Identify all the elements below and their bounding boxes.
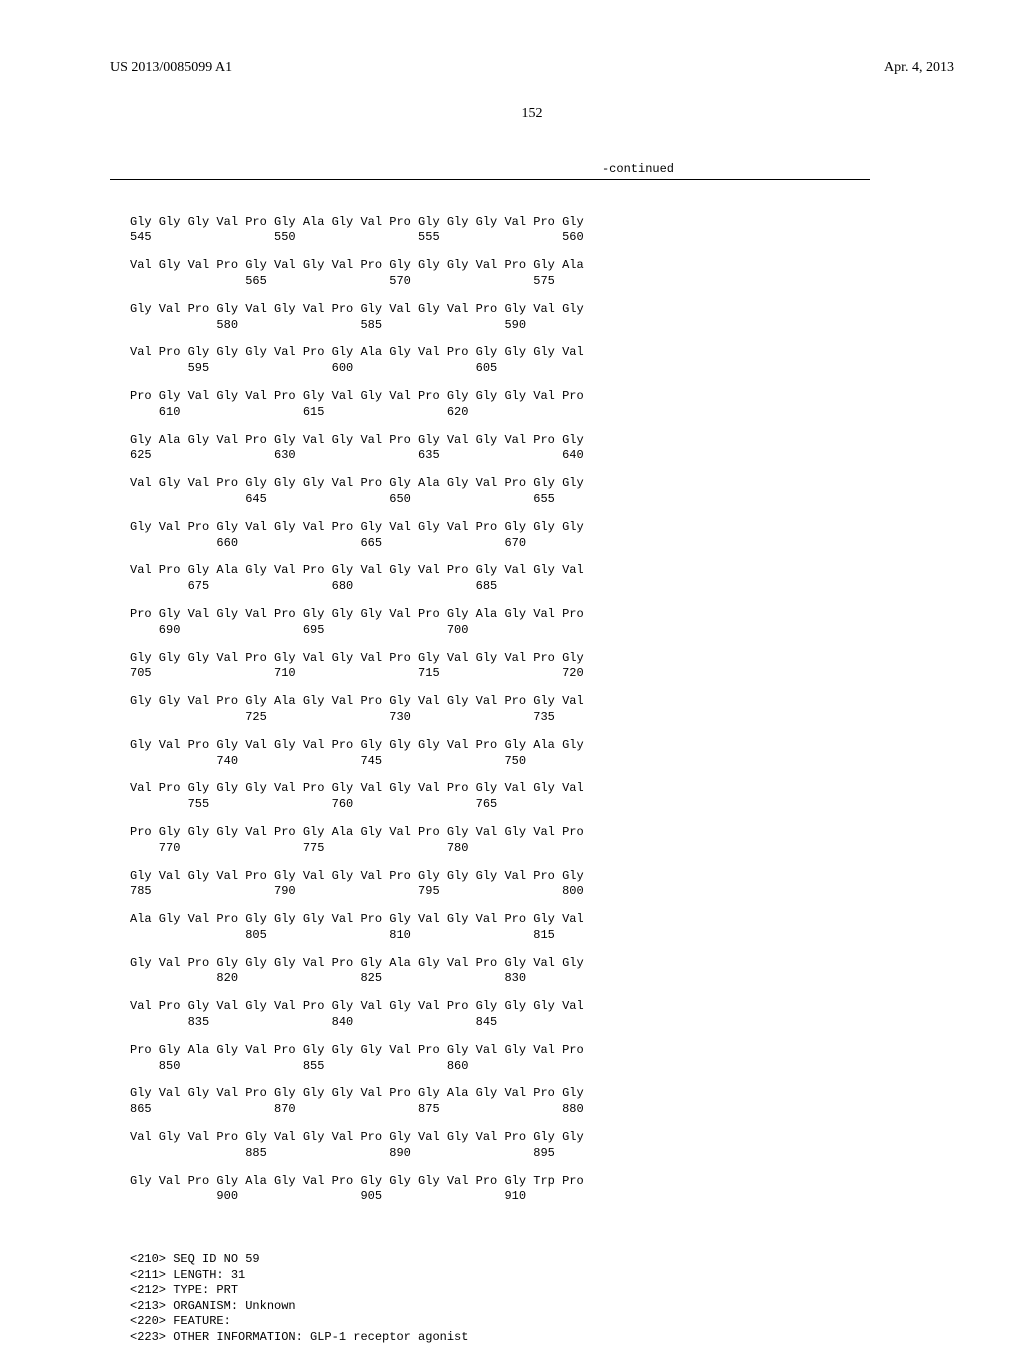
metadata-other-info: <223> OTHER INFORMATION: GLP-1 receptor … [130, 1330, 954, 1346]
sequence-pair: Val Pro Gly Ala Gly Val Pro Gly Val Gly … [130, 564, 954, 594]
amino-acid-row: Pro Gly Ala Gly Val Pro Gly Gly Gly Val … [130, 1044, 954, 1058]
position-number-row: 850 855 860 [130, 1060, 954, 1074]
amino-acid-row: Gly Val Pro Gly Val Gly Val Pro Gly Val … [130, 521, 954, 535]
sequence-pair: Val Gly Val Pro Gly Gly Gly Val Pro Gly … [130, 477, 954, 507]
position-number-row: 545 550 555 560 [130, 231, 954, 245]
sequence-pair: Pro Gly Val Gly Val Pro Gly Gly Gly Val … [130, 608, 954, 638]
sequence-pair: Gly Val Gly Val Pro Gly Val Gly Val Pro … [130, 870, 954, 900]
sequence-pair: Gly Gly Val Pro Gly Ala Gly Val Pro Gly … [130, 695, 954, 725]
sequence-pair: Gly Gly Gly Val Pro Gly Val Gly Val Pro … [130, 652, 954, 682]
position-number-row: 625 630 635 640 [130, 449, 954, 463]
position-number-row: 580 585 590 [130, 319, 954, 333]
amino-acid-row: Gly Val Pro Gly Val Gly Val Pro Gly Gly … [130, 739, 954, 753]
amino-acid-row: Pro Gly Gly Gly Val Pro Gly Ala Gly Val … [130, 826, 954, 840]
position-number-row: 595 600 605 [130, 362, 954, 376]
amino-acid-row: Pro Gly Val Gly Val Pro Gly Gly Gly Val … [130, 608, 954, 622]
sequence-pair: Val Gly Val Pro Gly Val Gly Val Pro Gly … [130, 1131, 954, 1161]
sequence-pair: Gly Val Pro Gly Gly Gly Val Pro Gly Ala … [130, 957, 954, 987]
sequence-metadata: <210> SEQ ID NO 59 <211> LENGTH: 31 <212… [110, 1252, 954, 1346]
position-number-row: 610 615 620 [130, 406, 954, 420]
divider-line [110, 179, 870, 180]
metadata-length: <211> LENGTH: 31 [130, 1268, 954, 1284]
amino-acid-row: Gly Gly Val Pro Gly Ala Gly Val Pro Gly … [130, 695, 954, 709]
amino-acid-row: Gly Val Gly Val Pro Gly Gly Gly Val Pro … [130, 1087, 954, 1101]
sequence-pair: Gly Val Pro Gly Val Gly Val Pro Gly Val … [130, 521, 954, 551]
sequence-pair: Ala Gly Val Pro Gly Gly Gly Val Pro Gly … [130, 913, 954, 943]
amino-acid-row: Gly Ala Gly Val Pro Gly Val Gly Val Pro … [130, 434, 954, 448]
amino-acid-row: Gly Val Pro Gly Gly Gly Val Pro Gly Ala … [130, 957, 954, 971]
position-number-row: 785 790 795 800 [130, 885, 954, 899]
continued-label: -continued [110, 162, 954, 176]
publication-date: Apr. 4, 2013 [884, 60, 954, 76]
position-number-row: 725 730 735 [130, 711, 954, 725]
amino-acid-row: Val Gly Val Pro Gly Val Gly Val Pro Gly … [130, 1131, 954, 1145]
position-number-row: 740 745 750 [130, 755, 954, 769]
publication-number: US 2013/0085099 A1 [110, 60, 232, 76]
position-number-row: 805 810 815 [130, 929, 954, 943]
sequence-pair: Val Gly Val Pro Gly Val Gly Val Pro Gly … [130, 259, 954, 289]
position-number-row: 900 905 910 [130, 1190, 954, 1204]
amino-acid-row: Val Gly Val Pro Gly Val Gly Val Pro Gly … [130, 259, 954, 273]
sequence-pair: Gly Val Gly Val Pro Gly Gly Gly Val Pro … [130, 1087, 954, 1117]
position-number-row: 565 570 575 [130, 275, 954, 289]
position-number-row: 675 680 685 [130, 580, 954, 594]
sequence-pair: Gly Val Pro Gly Val Gly Val Pro Gly Gly … [130, 739, 954, 769]
amino-acid-row: Gly Val Gly Val Pro Gly Val Gly Val Pro … [130, 870, 954, 884]
sequence-pair: Val Pro Gly Gly Gly Val Pro Gly Val Gly … [130, 782, 954, 812]
sequence-pair: Gly Val Pro Gly Val Gly Val Pro Gly Val … [130, 303, 954, 333]
amino-acid-row: Gly Gly Gly Val Pro Gly Val Gly Val Pro … [130, 652, 954, 666]
position-number-row: 835 840 845 [130, 1016, 954, 1030]
position-number-row: 690 695 700 [130, 624, 954, 638]
page-number: 152 [110, 106, 954, 122]
sequence-pair: Pro Gly Ala Gly Val Pro Gly Gly Gly Val … [130, 1044, 954, 1074]
position-number-row: 645 650 655 [130, 493, 954, 507]
position-number-row: 820 825 830 [130, 972, 954, 986]
amino-acid-row: Val Pro Gly Gly Gly Val Pro Gly Ala Gly … [130, 346, 954, 360]
sequence-pair: Val Pro Gly Val Gly Val Pro Gly Val Gly … [130, 1000, 954, 1030]
sequence-section: Gly Gly Gly Val Pro Gly Ala Gly Val Pro … [110, 188, 954, 1232]
sequence-pair: Val Pro Gly Gly Gly Val Pro Gly Ala Gly … [130, 346, 954, 376]
sequence-pair: Pro Gly Val Gly Val Pro Gly Val Gly Val … [130, 390, 954, 420]
position-number-row: 705 710 715 720 [130, 667, 954, 681]
position-number-row: 865 870 875 880 [130, 1103, 954, 1117]
amino-acid-row: Ala Gly Val Pro Gly Gly Gly Val Pro Gly … [130, 913, 954, 927]
metadata-type: <212> TYPE: PRT [130, 1283, 954, 1299]
amino-acid-row: Pro Gly Val Gly Val Pro Gly Val Gly Val … [130, 390, 954, 404]
position-number-row: 770 775 780 [130, 842, 954, 856]
position-number-row: 755 760 765 [130, 798, 954, 812]
metadata-organism: <213> ORGANISM: Unknown [130, 1299, 954, 1315]
amino-acid-row: Gly Val Pro Gly Val Gly Val Pro Gly Val … [130, 303, 954, 317]
sequence-pair: Gly Gly Gly Val Pro Gly Ala Gly Val Pro … [130, 216, 954, 246]
sequence-pair: Pro Gly Gly Gly Val Pro Gly Ala Gly Val … [130, 826, 954, 856]
amino-acid-row: Gly Val Pro Gly Ala Gly Val Pro Gly Gly … [130, 1175, 954, 1189]
position-number-row: 885 890 895 [130, 1147, 954, 1161]
metadata-feature: <220> FEATURE: [130, 1314, 954, 1330]
amino-acid-row: Val Pro Gly Gly Gly Val Pro Gly Val Gly … [130, 782, 954, 796]
amino-acid-row: Gly Gly Gly Val Pro Gly Ala Gly Val Pro … [130, 216, 954, 230]
amino-acid-row: Val Gly Val Pro Gly Gly Gly Val Pro Gly … [130, 477, 954, 491]
metadata-seq-id: <210> SEQ ID NO 59 [130, 1252, 954, 1268]
page-header: US 2013/0085099 A1 Apr. 4, 2013 [110, 60, 954, 76]
sequence-pair: Gly Val Pro Gly Ala Gly Val Pro Gly Gly … [130, 1175, 954, 1205]
amino-acid-row: Val Pro Gly Ala Gly Val Pro Gly Val Gly … [130, 564, 954, 578]
amino-acid-row: Val Pro Gly Val Gly Val Pro Gly Val Gly … [130, 1000, 954, 1014]
position-number-row: 660 665 670 [130, 537, 954, 551]
sequence-pair: Gly Ala Gly Val Pro Gly Val Gly Val Pro … [130, 434, 954, 464]
